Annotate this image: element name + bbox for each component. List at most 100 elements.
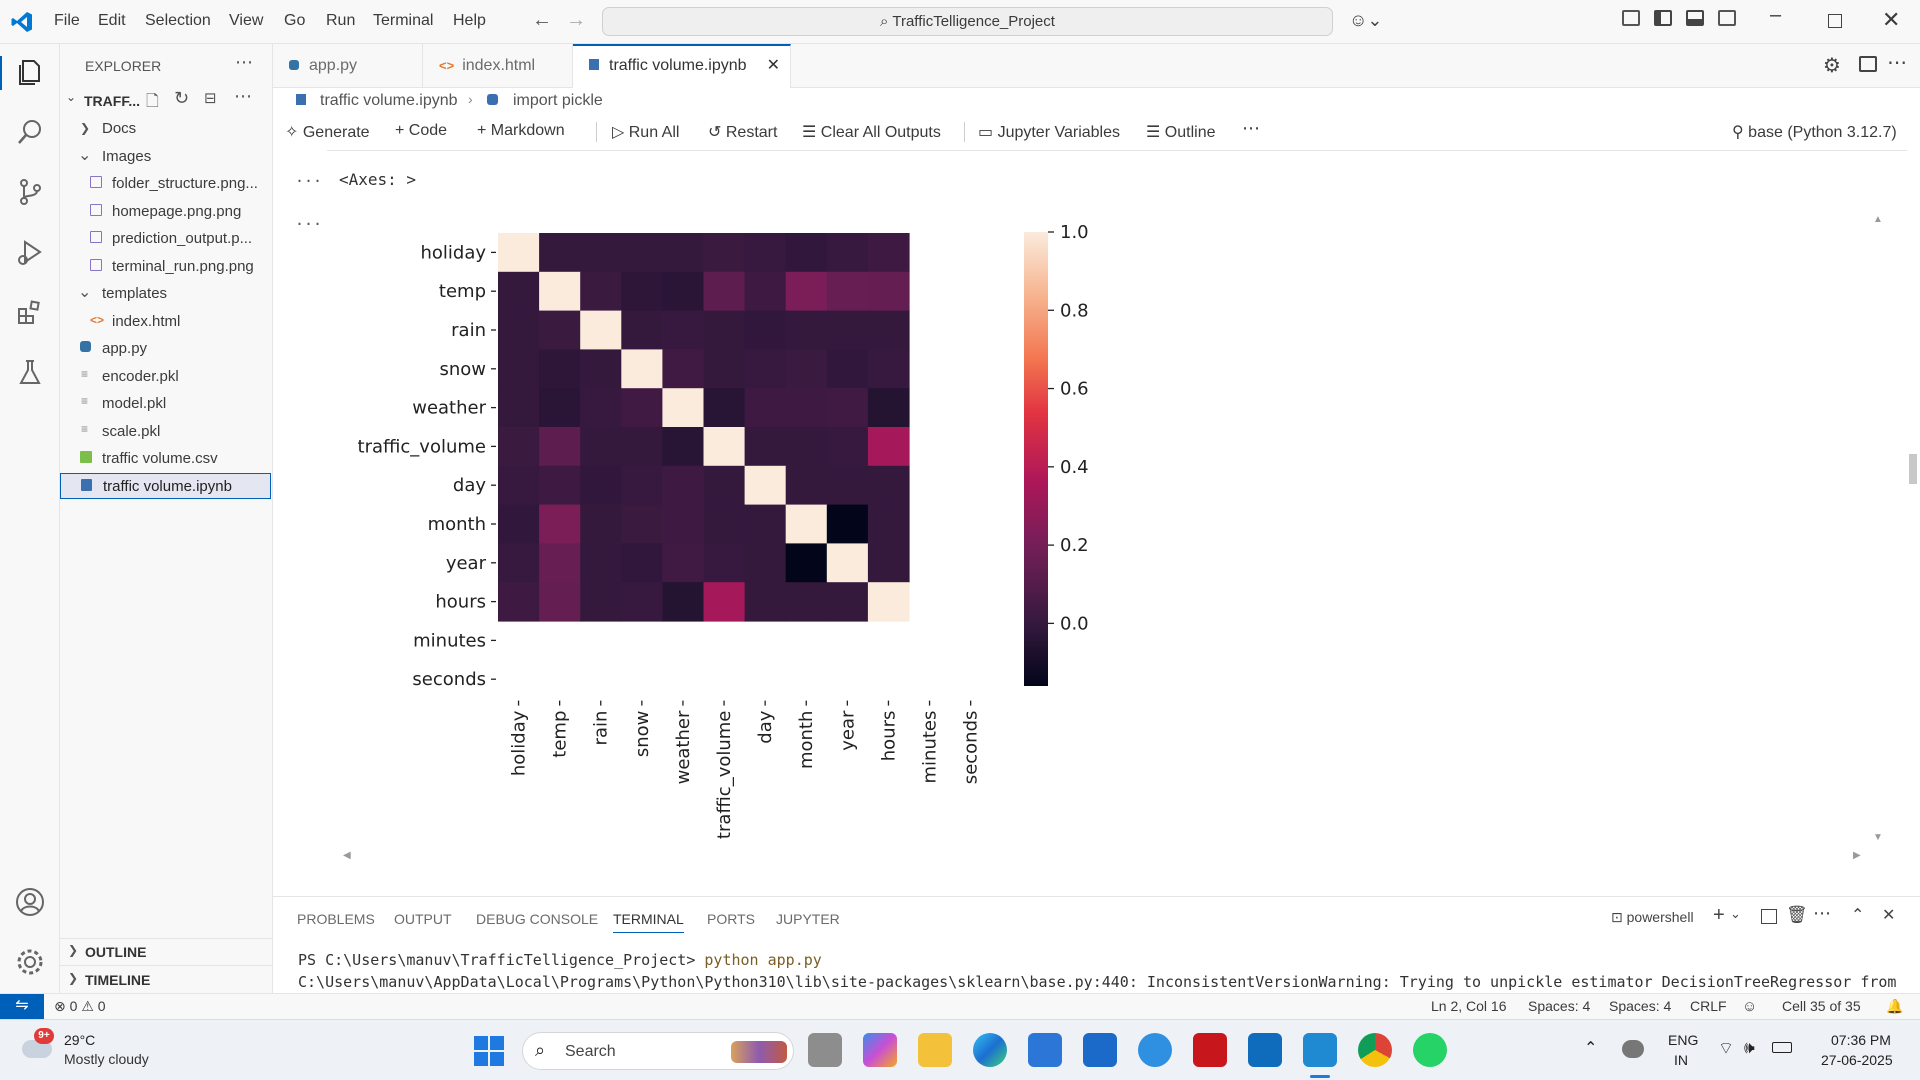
split-editor-icon[interactable] bbox=[1859, 56, 1877, 72]
tree-item-templates[interactable]: ⌄ templates bbox=[78, 283, 270, 305]
mcafee-icon[interactable] bbox=[1193, 1033, 1227, 1067]
close-panel-icon[interactable]: ✕ bbox=[1882, 907, 1896, 924]
menu-run[interactable]: Run bbox=[326, 12, 356, 29]
tree-item-model-pkl[interactable]: ≡ model.pkl bbox=[80, 393, 270, 415]
tree-item-folder-structure[interactable]: folder_structure.png... bbox=[90, 173, 270, 195]
toolbar-more-icon[interactable]: ⋯ bbox=[1242, 118, 1260, 138]
manage-gear-icon[interactable] bbox=[14, 946, 46, 978]
clear-outputs-button[interactable]: ☰ Clear All Outputs bbox=[802, 122, 941, 142]
testing-flask-icon[interactable] bbox=[14, 356, 46, 388]
notifications-bell-icon[interactable]: 🔔 bbox=[1886, 998, 1904, 1014]
outline-button[interactable]: ☰ Outline bbox=[1146, 122, 1216, 142]
problems-status[interactable]: ⊗ 0 ⚠ 0 bbox=[54, 998, 106, 1015]
whatsapp-icon[interactable] bbox=[1413, 1033, 1447, 1067]
breadcrumb-cell[interactable]: import pickle bbox=[513, 92, 603, 109]
file-explorer-icon[interactable] bbox=[918, 1033, 952, 1067]
vscode-taskbar-icon[interactable] bbox=[1303, 1033, 1337, 1067]
wifi-icon[interactable]: ⌔ bbox=[1718, 1039, 1734, 1058]
language-in[interactable]: IN bbox=[1674, 1052, 1688, 1068]
scroll-down-icon[interactable]: ▼ bbox=[1873, 832, 1883, 843]
tree-item-csv[interactable]: traffic volume.csv bbox=[80, 448, 270, 470]
panel-tab-output[interactable]: OUTPUT bbox=[394, 911, 452, 927]
language-eng[interactable]: ENG bbox=[1668, 1032, 1699, 1048]
menu-view[interactable]: View bbox=[229, 12, 264, 29]
volume-icon[interactable]: 🕪 bbox=[1744, 1038, 1755, 1057]
tab-app-py[interactable]: app.py bbox=[273, 44, 423, 88]
copilot-app-icon[interactable] bbox=[863, 1033, 897, 1067]
tree-item-index-html[interactable]: <> index.html bbox=[90, 311, 270, 333]
menu-selection[interactable]: Selection bbox=[145, 12, 211, 29]
edge-browser-icon[interactable] bbox=[973, 1033, 1007, 1067]
tree-item-images[interactable]: ⌄ Images bbox=[78, 146, 270, 168]
line-ending[interactable]: CRLF bbox=[1690, 998, 1727, 1014]
maximize-panel-icon[interactable]: ⌃ bbox=[1851, 907, 1865, 924]
toggle-secondary-sidebar-icon[interactable] bbox=[1718, 10, 1736, 26]
menu-file[interactable]: File bbox=[54, 12, 80, 29]
vscode-logo-icon[interactable] bbox=[10, 10, 34, 34]
myhp-icon[interactable] bbox=[1083, 1033, 1117, 1067]
indentation-1[interactable]: Spaces: 4 bbox=[1528, 998, 1591, 1014]
weather-widget[interactable]: 9+ bbox=[20, 1028, 56, 1066]
run-debug-icon[interactable] bbox=[14, 236, 46, 268]
extensions-icon[interactable] bbox=[14, 296, 46, 328]
tray-chevron-up-icon[interactable]: ⌃ bbox=[1584, 1040, 1598, 1057]
copilot-icon[interactable]: ☺⌄ bbox=[1349, 10, 1383, 30]
back-arrow-icon[interactable]: ← bbox=[532, 9, 552, 31]
new-file-icon[interactable]: 🗋 bbox=[146, 93, 159, 110]
clock-date[interactable]: 27-06-2025 bbox=[1821, 1052, 1893, 1068]
toggle-panel-icon[interactable] bbox=[1686, 10, 1704, 26]
explorer-more-icon[interactable]: ⋯ bbox=[235, 52, 253, 72]
task-view-icon[interactable] bbox=[808, 1033, 842, 1067]
project-folder-title[interactable]: TRAFF... bbox=[84, 93, 140, 109]
menu-go[interactable]: Go bbox=[284, 12, 306, 29]
panel-tab-problems[interactable]: PROBLEMS bbox=[297, 911, 375, 927]
tray-onedrive-icon[interactable] bbox=[1622, 1040, 1644, 1058]
clock-time[interactable]: 07:36 PM bbox=[1831, 1032, 1891, 1048]
panel-more-icon[interactable]: ⋯ bbox=[1813, 903, 1831, 923]
scroll-up-icon[interactable]: ▲ bbox=[1873, 214, 1883, 225]
start-windows-icon[interactable] bbox=[474, 1036, 504, 1066]
cursor-position[interactable]: Ln 2, Col 16 bbox=[1431, 998, 1507, 1014]
tree-item-homepage[interactable]: homepage.png.png bbox=[90, 201, 270, 223]
command-center-search[interactable]: ⌕ TrafficTelligence_Project bbox=[602, 7, 1333, 36]
panel-tab-terminal[interactable]: TERMINAL bbox=[613, 911, 684, 933]
close-tab-icon[interactable]: ✕ bbox=[766, 57, 780, 74]
tree-item-terminal-run[interactable]: terminal_run.png.png bbox=[90, 256, 270, 278]
outlook-icon[interactable] bbox=[1248, 1033, 1282, 1067]
panel-tab-ports[interactable]: PORTS bbox=[707, 911, 755, 927]
editor-scrollbar-thumb[interactable] bbox=[1909, 454, 1917, 484]
restore-icon[interactable] bbox=[1828, 14, 1842, 28]
close-window-icon[interactable]: ✕ bbox=[1882, 7, 1901, 32]
tree-item-notebook[interactable]: traffic volume.ipynb bbox=[60, 473, 271, 499]
chevron-down-icon[interactable]: ⌄ bbox=[66, 90, 77, 104]
menu-terminal[interactable]: Terminal bbox=[373, 12, 434, 29]
tree-item-encoder-pkl[interactable]: ≡ encoder.pkl bbox=[80, 366, 270, 388]
generate-button[interactable]: ✧ Generate bbox=[285, 122, 370, 142]
settings-gear-icon[interactable]: ⚙ bbox=[1823, 55, 1841, 77]
tree-item-app-py[interactable]: app.py bbox=[80, 338, 270, 360]
account-icon[interactable] bbox=[14, 886, 46, 918]
cell-indicator[interactable]: Cell 35 of 35 bbox=[1782, 998, 1861, 1014]
more-actions-icon[interactable]: ⋯ bbox=[234, 86, 252, 106]
panel-tab-jupyter[interactable]: JUPYTER bbox=[776, 911, 840, 927]
chrome-icon[interactable] bbox=[1358, 1033, 1392, 1067]
source-control-icon[interactable] bbox=[14, 176, 46, 208]
tab-traffic-volume-ipynb[interactable]: traffic volume.ipynb ✕ bbox=[573, 44, 791, 88]
minimize-icon[interactable]: – bbox=[1770, 4, 1782, 26]
menu-help[interactable]: Help bbox=[453, 12, 486, 29]
terminal-shell-selector[interactable]: ⊡ powershell bbox=[1611, 909, 1694, 926]
customize-layout-icon[interactable] bbox=[1622, 10, 1640, 26]
remote-indicator-icon[interactable]: ⇋ bbox=[0, 994, 44, 1020]
add-markdown-button[interactable]: + Markdown bbox=[477, 122, 565, 140]
restart-button[interactable]: ↺ Restart bbox=[708, 122, 777, 142]
kernel-picker[interactable]: ⚲ base (Python 3.12.7) bbox=[1732, 122, 1897, 142]
tree-item-scale-pkl[interactable]: ≡ scale.pkl bbox=[80, 421, 270, 443]
help-icon[interactable] bbox=[1138, 1033, 1172, 1067]
jupyter-variables-button[interactable]: ▭ Jupyter Variables bbox=[978, 122, 1120, 142]
forward-arrow-icon[interactable]: → bbox=[566, 9, 586, 31]
search-sidebar-icon[interactable] bbox=[14, 116, 46, 148]
new-terminal-icon[interactable]: + bbox=[1713, 904, 1725, 926]
battery-icon[interactable] bbox=[1772, 1042, 1792, 1053]
split-terminal-icon[interactable] bbox=[1761, 909, 1777, 924]
collapse-all-icon[interactable]: ⊟ bbox=[204, 90, 217, 107]
